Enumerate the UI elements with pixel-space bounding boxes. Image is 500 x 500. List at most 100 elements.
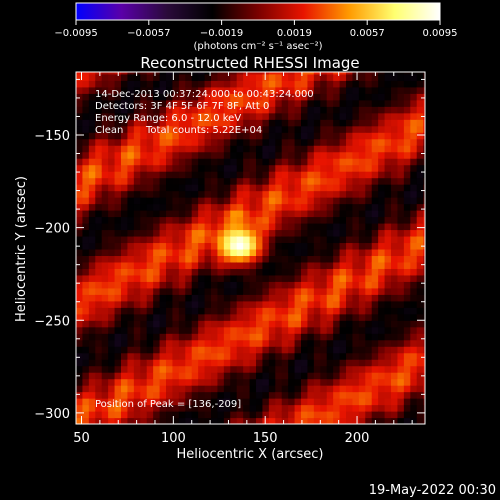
heatmap-cell [288, 164, 296, 172]
heatmap-cell [153, 333, 161, 341]
heatmap-cell [140, 352, 148, 360]
heatmap-cell [76, 164, 84, 172]
heatmap-cell [333, 151, 341, 159]
heatmap-cell [416, 248, 424, 257]
heatmap-cell [230, 184, 238, 192]
heatmap-cell [378, 197, 386, 205]
heatmap-cell [256, 242, 264, 250]
annotation-clean: Clean [95, 125, 123, 136]
heatmap-cell [301, 210, 309, 218]
heatmap-cell [275, 261, 283, 269]
heatmap-cell [185, 339, 193, 347]
heatmap-cell [256, 72, 264, 75]
heatmap-cell [223, 300, 231, 308]
heatmap-cell [307, 158, 315, 166]
heatmap-cell [384, 385, 392, 393]
heatmap-cell [403, 268, 411, 276]
heatmap-cell [410, 145, 418, 153]
heatmap-cell [294, 333, 302, 341]
heatmap-cell [121, 404, 129, 412]
heatmap-cell [108, 216, 116, 224]
heatmap-cell [391, 164, 399, 172]
heatmap-cell [236, 177, 244, 185]
heatmap-cell [82, 365, 90, 373]
heatmap-cell [249, 184, 257, 192]
heatmap-cell [301, 93, 309, 101]
heatmap-cell [127, 210, 135, 218]
heatmap-cell [204, 216, 212, 224]
heatmap-cell [333, 190, 341, 198]
heatmap-cell [416, 255, 424, 263]
heatmap-cell [339, 248, 347, 257]
heatmap-cell [403, 411, 411, 419]
heatmap-cell [243, 203, 251, 211]
heatmap-cell [358, 72, 366, 75]
heatmap-cell [352, 93, 360, 101]
heatmap-cell [346, 93, 354, 101]
heatmap-cell [140, 184, 148, 192]
heatmap-cell [397, 235, 405, 244]
heatmap-cell [378, 203, 386, 211]
heatmap-cell [211, 294, 219, 302]
heatmap-cell [313, 352, 321, 360]
heatmap-cell [204, 184, 212, 192]
heatmap-cell [313, 261, 321, 269]
heatmap-cell [95, 242, 103, 250]
heatmap-cell [346, 352, 354, 360]
heatmap-cell [391, 411, 399, 419]
heatmap-cell [320, 385, 328, 393]
heatmap-cell [178, 268, 186, 276]
heatmap-cell [294, 320, 302, 328]
heatmap-cell [423, 411, 425, 419]
heatmap-cell [358, 411, 366, 419]
heatmap-cell [313, 190, 321, 198]
heatmap-cell [82, 125, 90, 133]
heatmap-cell [352, 378, 360, 386]
heatmap-cell [114, 261, 122, 269]
heatmap-cell [121, 372, 129, 380]
heatmap-cell [204, 417, 212, 424]
heatmap-cell [121, 210, 129, 218]
heatmap-cell [95, 417, 103, 424]
heatmap-cell [288, 72, 296, 75]
heatmap-cell [166, 216, 174, 224]
heatmap-cell [423, 86, 425, 94]
heatmap-cell [95, 93, 103, 101]
heatmap-cell [230, 404, 238, 412]
heatmap-cell [127, 80, 135, 88]
heatmap-cell [320, 333, 328, 341]
heatmap-cell [320, 190, 328, 198]
heatmap-cell [339, 385, 347, 393]
heatmap-cell [95, 119, 103, 127]
heatmap-cell [191, 99, 199, 107]
heatmap-cell [326, 216, 334, 224]
heatmap-cell [185, 294, 193, 302]
heatmap-cell [416, 398, 424, 406]
heatmap-cell [365, 268, 373, 276]
heatmap-cell [101, 333, 109, 341]
heatmap-cell [352, 261, 360, 269]
heatmap-cell [333, 248, 341, 257]
heatmap-cell [82, 229, 90, 237]
heatmap-cell [268, 346, 276, 354]
heatmap-cell [172, 359, 180, 367]
heatmap-cell [423, 300, 425, 308]
heatmap-cell [243, 106, 251, 114]
heatmap-cell [76, 171, 84, 179]
heatmap-cell [108, 222, 116, 231]
heatmap-cell [275, 391, 283, 399]
heatmap-cell [101, 378, 109, 386]
heatmap-cell [101, 365, 109, 373]
heatmap-cell [333, 112, 341, 120]
heatmap-cell [217, 151, 225, 159]
heatmap-cell [320, 352, 328, 360]
heatmap-cell [410, 138, 418, 146]
heatmap-cell [217, 158, 225, 166]
heatmap-cell [268, 229, 276, 237]
heatmap-cell [185, 248, 193, 257]
heatmap-cell [121, 197, 129, 205]
heatmap-cell [403, 229, 411, 237]
heatmap-cell [339, 339, 347, 347]
heatmap-cell [249, 99, 257, 107]
heatmap-cell [108, 378, 116, 386]
